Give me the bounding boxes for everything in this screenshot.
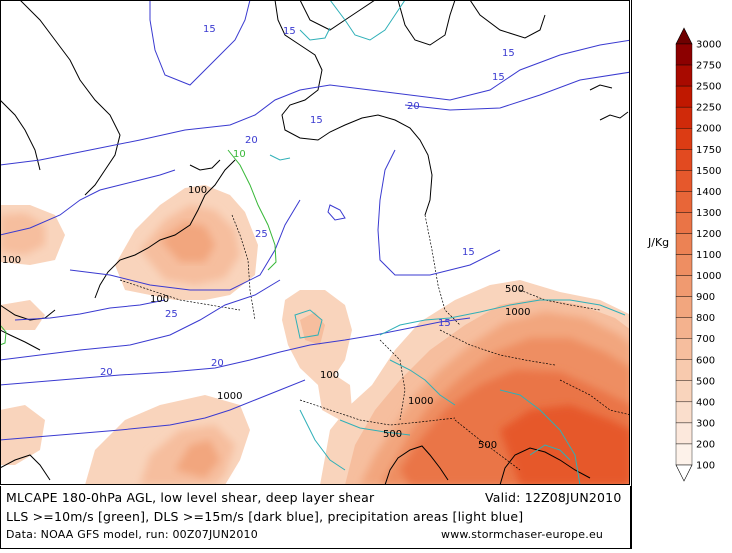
cape-label: 500: [383, 429, 402, 440]
cape-label: 100: [2, 255, 21, 266]
colorbar-swatch: [675, 443, 693, 466]
cape-label: 1000: [408, 396, 433, 407]
colorbar-swatch: [675, 106, 693, 129]
colorbar-swatch: [675, 254, 693, 276]
colorbar-tick-label: 400: [696, 397, 715, 408]
colorbar-swatch: [675, 85, 693, 108]
dls-label: 20: [211, 358, 224, 369]
dls-label: 15: [462, 247, 475, 258]
colorbar-swatch: [675, 43, 693, 66]
colorbar-swatch: [675, 191, 693, 213]
colorbar-swatch: [675, 401, 693, 424]
dls-label: 20: [100, 367, 113, 378]
website-label: www.stormchaser-europe.eu: [441, 528, 604, 541]
dls-label: 15: [492, 72, 505, 83]
colorbar-tick-label: 1750: [696, 145, 721, 156]
cape-label: 100: [320, 370, 339, 381]
colorbar-tick-label: 900: [696, 292, 715, 303]
colorbar-top-arrow: [675, 27, 693, 45]
colorbar-swatch: [675, 422, 693, 445]
colorbar-tick-label: 300: [696, 418, 715, 429]
dls-label: 25: [165, 309, 178, 320]
colorbar-tick-label: 600: [696, 355, 715, 366]
dls-contours: [1, 1, 629, 441]
colorbar-tick-label: 3000: [696, 40, 721, 51]
dls-label: 25: [255, 229, 268, 240]
cape-label: 100: [150, 294, 169, 305]
dls-label: 15: [310, 115, 323, 126]
colorbar-unit: J/Kg: [648, 236, 670, 249]
colorbar-tick-label: 1000: [696, 271, 721, 282]
colorbar-tick-label: 500: [696, 376, 715, 387]
precipitation-areas: [269, 1, 626, 484]
colorbar-tick-label: 1500: [696, 166, 721, 177]
caption-panel: MLCAPE 180-0hPa AGL, low level shear, de…: [0, 486, 631, 549]
dls-label: 15: [203, 24, 216, 35]
colorbar-tick-label: 1200: [696, 229, 721, 240]
colorbar-tick-label: 2250: [696, 103, 721, 114]
lls-contours: [1, 149, 277, 346]
colorbar-tick-label: 2750: [696, 61, 721, 72]
dls-label: 20: [407, 101, 420, 112]
weather-map: 15 15 15 20 20 20 20 25 25 15 15 15 15 1…: [0, 0, 631, 486]
dls-label: 20: [245, 135, 258, 146]
colorbar-swatch: [675, 380, 693, 403]
colorbar-swatch: [675, 359, 693, 381]
colorbar-bottom-arrow: [675, 464, 693, 482]
colorbar-swatch: [675, 212, 693, 234]
colorbar-swatch: [675, 317, 693, 339]
colorbar-swatch: [675, 149, 693, 171]
dls-label: 15: [438, 318, 451, 329]
valid-time: Valid: 12Z08JUN2010: [485, 490, 622, 505]
colorbar-tick-label: 800: [696, 313, 715, 324]
colorbar-tick-label: 100: [696, 461, 715, 472]
colorbar-swatch: [675, 170, 693, 192]
colorbar-swatch: [675, 64, 693, 87]
caption-title: MLCAPE 180-0hPa AGL, low level shear, de…: [6, 490, 375, 505]
caption-legend-text: LLS >=10m/s [green], DLS >=15m/s [dark b…: [6, 509, 524, 524]
colorbar-swatch: [675, 233, 693, 255]
colorbar-tick-label: 200: [696, 439, 715, 450]
colorbar-swatch: [675, 296, 693, 318]
colorbar-tick-label: 1300: [696, 208, 721, 219]
colorbar-legend: 3000 2750 2500 2250 2000 1750 1500 1400 1300 1200…: [631, 0, 732, 549]
colorbar-swatch: [675, 275, 693, 297]
colorbar-tick-label: 700: [696, 334, 715, 345]
colorbar: 3000 2750 2500 2250 2000 1750 1500 1400 1300 1200…: [675, 27, 721, 482]
dls-label: 15: [283, 26, 296, 37]
colorbar-tick-label: 1400: [696, 187, 721, 198]
colorbar-swatch: [675, 127, 693, 150]
cape-label: 500: [505, 284, 524, 295]
colorbar-tick-label: 2500: [696, 82, 721, 93]
cape-label: 500: [478, 440, 497, 451]
caption-data-source: Data: NOAA GFS model, run: 00Z07JUN2010: [6, 528, 258, 541]
colorbar-tick-label: 1100: [696, 250, 721, 261]
colorbar-tick-label: 2000: [696, 124, 721, 135]
cape-label: 100: [188, 185, 207, 196]
cape-label: 1000: [217, 391, 242, 402]
cape-label: 1000: [505, 307, 530, 318]
lls-label: 10: [233, 149, 246, 160]
map-canvas: 15 15 15 20 20 20 20 25 25 15 15 15 15 1…: [0, 0, 631, 486]
dls-label: 15: [502, 48, 515, 59]
contour-labels: 15 15 15 20 20 20 20 25 25 15 15 15 15 1…: [2, 24, 530, 451]
country-borders: [119, 214, 629, 471]
colorbar-swatch: [675, 338, 693, 360]
